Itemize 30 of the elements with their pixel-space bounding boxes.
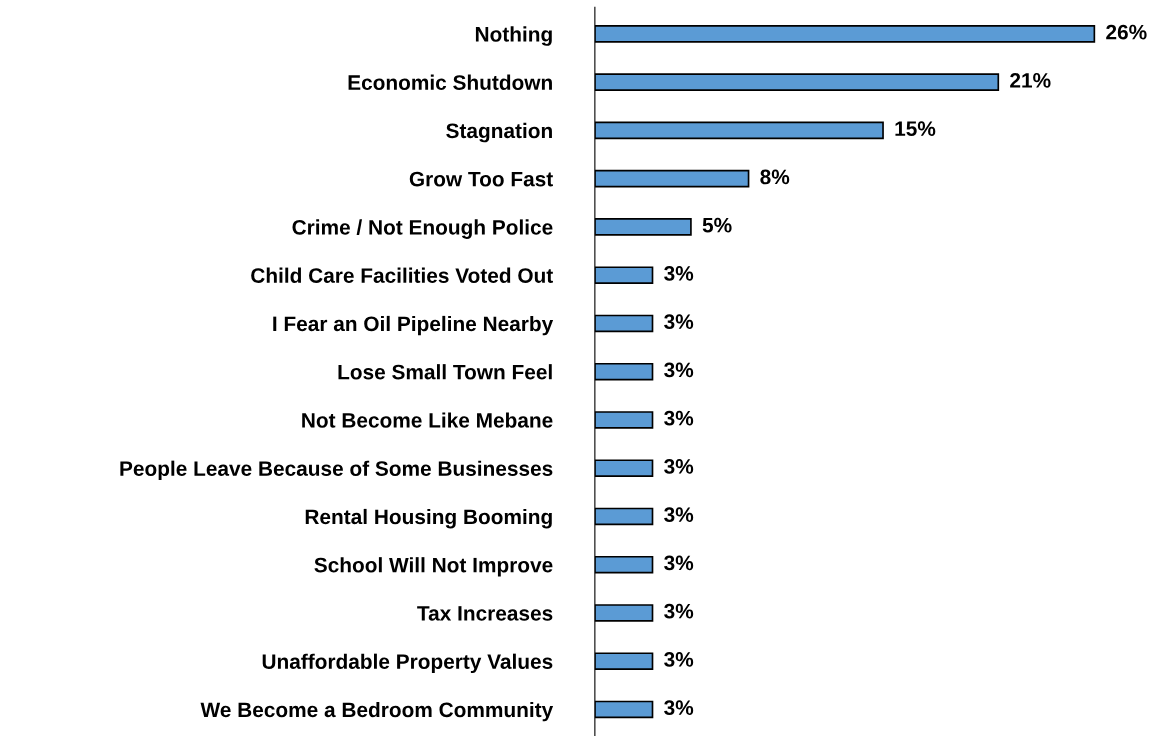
data-label: 3%	[664, 314, 694, 330]
data-label: 5%	[702, 217, 732, 233]
data-label: 3%	[664, 555, 694, 571]
y-tick-label: Nothing	[475, 26, 552, 46]
y-tick-label: Economic Shutdown	[348, 74, 552, 90]
y-tick-label: Rental Housing Booming	[305, 508, 552, 529]
y-tick-label: Crime / Not Enough Police	[292, 219, 553, 239]
y-tick-label: Grow Too Fast	[409, 171, 553, 187]
y-tick-label: Not Become Like Mebane	[302, 412, 553, 428]
data-label: 3%	[664, 603, 694, 619]
data-label: 8%	[760, 169, 790, 185]
data-label: 3%	[664, 700, 694, 716]
y-tick-label: Tax Increases	[417, 606, 553, 621]
y-tick-label: We Become a Bedroom Community	[200, 701, 554, 722]
data-label: 15%	[895, 121, 936, 136]
y-tick-label: People Leave Because of Some Businesses	[120, 460, 553, 481]
data-label: 3%	[664, 652, 694, 667]
data-label: 3%	[664, 266, 694, 281]
y-tick-label: Unaffordable Property Values	[262, 653, 553, 674]
data-label: 3%	[664, 362, 694, 378]
data-label: 21%	[1010, 72, 1051, 88]
data-label: 26%	[1106, 24, 1147, 40]
data-label: 3%	[664, 459, 694, 474]
y-tick-label: Stagnation	[446, 122, 552, 143]
data-label: 3%	[664, 410, 694, 426]
y-tick-label: Child Care Facilities Voted Out	[251, 267, 553, 283]
y-tick-label: I Fear an Oil Pipeline Nearby	[273, 315, 554, 336]
y-tick-label: School Will Not Improve	[314, 557, 553, 577]
data-label: 3%	[664, 507, 694, 523]
y-tick-label: Lose Small Town Feel	[338, 364, 552, 380]
